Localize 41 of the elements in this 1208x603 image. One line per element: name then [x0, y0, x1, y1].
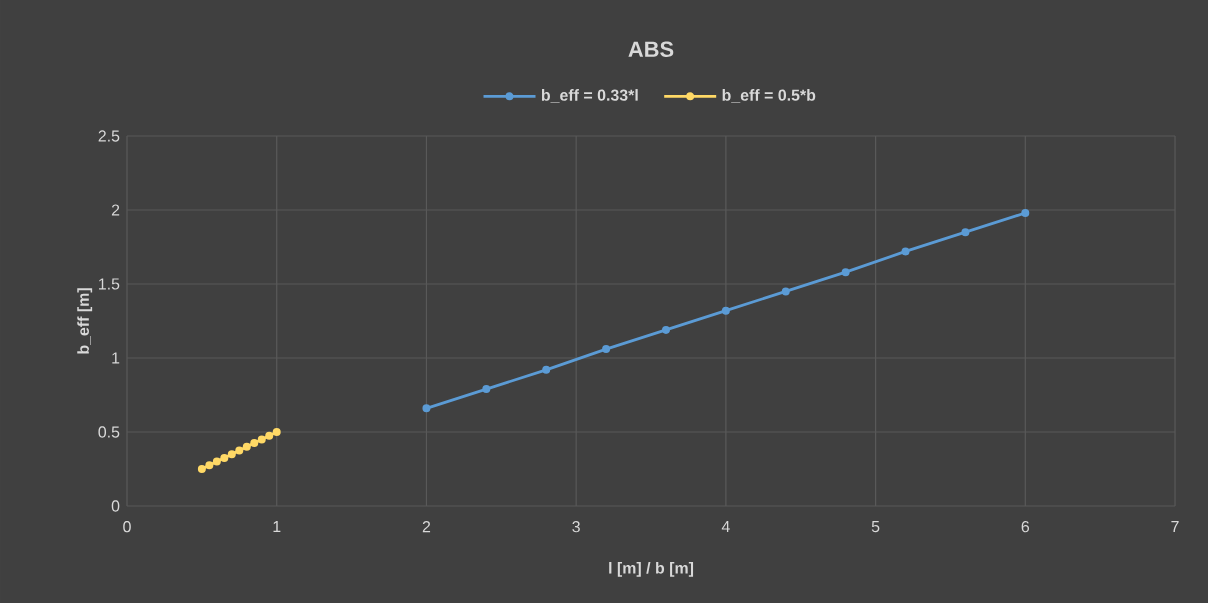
- chart-title: ABS: [628, 41, 674, 58]
- point: [212, 457, 221, 466]
- point: [721, 306, 730, 315]
- point: [661, 325, 670, 334]
- point: [265, 431, 274, 440]
- y-tick-label: 0.5: [98, 426, 120, 438]
- x-tick-label: 4: [721, 521, 730, 532]
- x-tick-label: 5: [871, 521, 880, 533]
- point: [250, 439, 259, 448]
- point: [235, 446, 244, 455]
- y-tick-label: 1: [112, 352, 120, 364]
- point: [220, 453, 229, 462]
- y-tick-label: 1.5: [99, 278, 120, 290]
- y-tick-label: 2: [111, 204, 120, 216]
- x-tick-label: 6: [1021, 521, 1030, 533]
- point: [257, 435, 266, 444]
- x-tick-label: 7: [1171, 521, 1179, 532]
- point: [841, 268, 850, 277]
- legend-label: b_eff = 0.33*l: [541, 89, 638, 103]
- point: [1021, 208, 1030, 217]
- point: [901, 247, 910, 256]
- point: [542, 365, 551, 374]
- point: [961, 228, 970, 237]
- x-tick-label: 0: [123, 521, 131, 533]
- x-axis-title: l [m] / b [m]: [609, 561, 694, 577]
- x-tick-label: 3: [572, 521, 580, 533]
- x-tick-label: 2: [422, 521, 431, 533]
- point: [197, 465, 206, 473]
- y-axis-title: b_eff [m]: [77, 288, 93, 354]
- x-tick-label: 1: [273, 521, 281, 532]
- point: [205, 461, 214, 470]
- legend-label: b_eff = 0.5*b: [722, 89, 816, 103]
- point: [781, 287, 790, 296]
- point: [227, 450, 236, 459]
- point: [422, 404, 431, 413]
- y-tick-label: 2.5: [98, 130, 120, 142]
- point: [482, 385, 491, 394]
- point: [242, 442, 251, 451]
- y-tick-label: 0: [111, 500, 120, 512]
- point: [272, 428, 281, 436]
- point: [602, 345, 611, 354]
